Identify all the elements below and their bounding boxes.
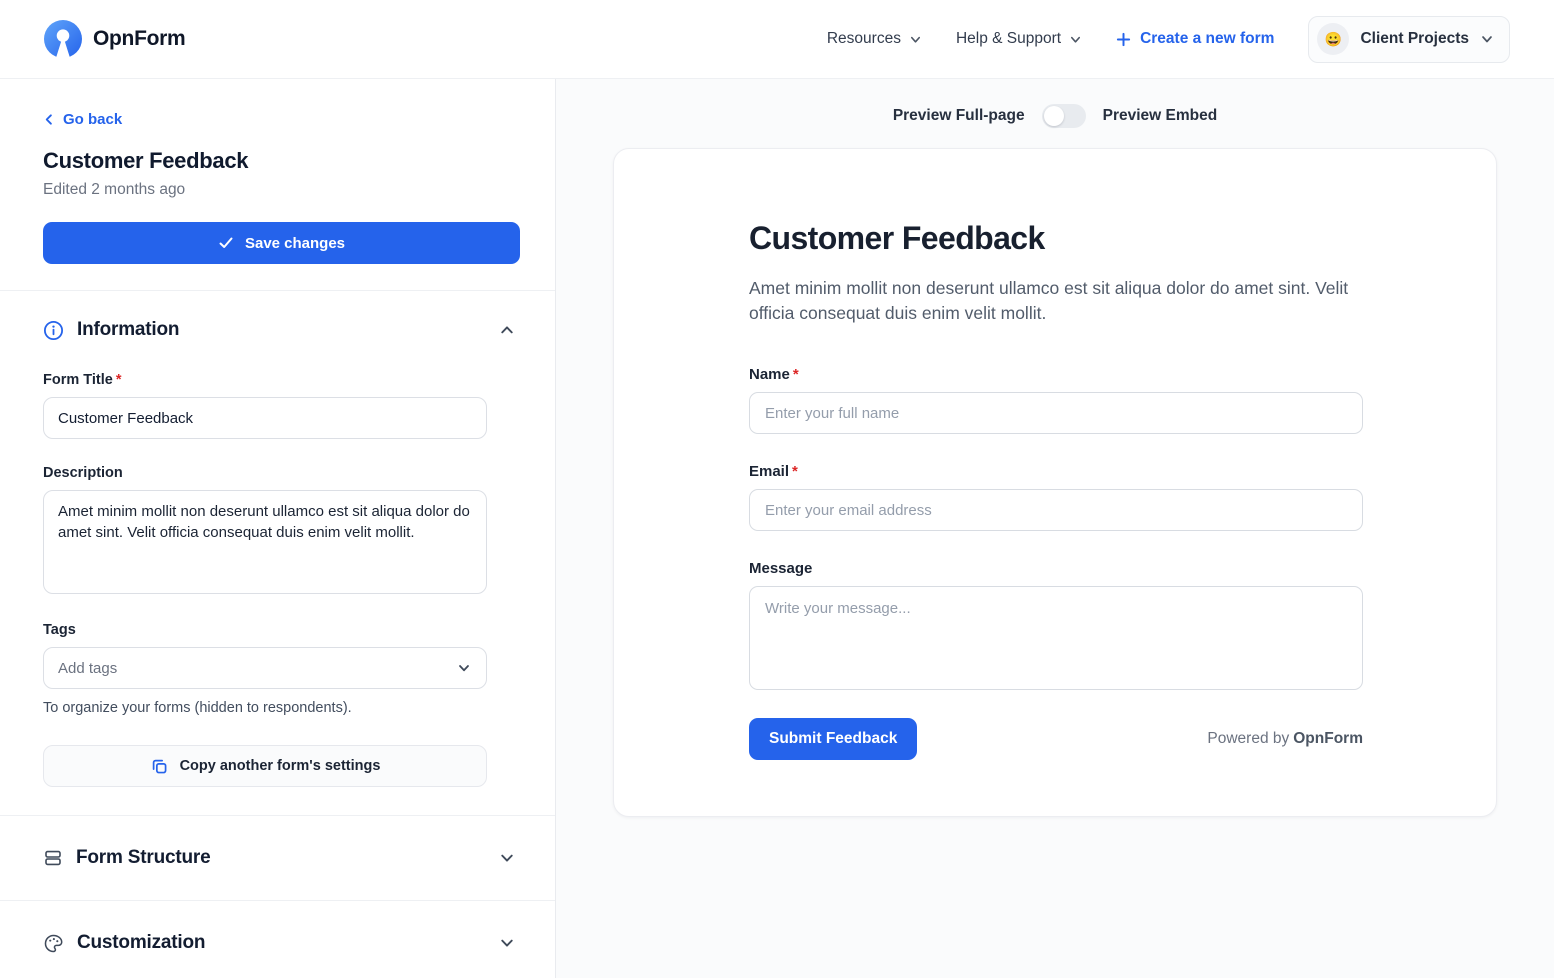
copy-form-settings-button[interactable]: Copy another form's settings	[43, 745, 487, 787]
toggle-knob	[1043, 106, 1064, 126]
submit-feedback-button[interactable]: Submit Feedback	[749, 718, 918, 761]
customization-title: Customization	[77, 932, 206, 953]
email-field-label: Email *	[749, 463, 1362, 480]
chevron-up-icon	[498, 321, 516, 339]
plus-icon	[1116, 32, 1131, 47]
palette-icon	[43, 933, 64, 954]
preview-form-title: Customer Feedback	[749, 220, 1045, 256]
create-new-form-label: Create a new form	[1140, 30, 1275, 47]
tags-label: Tags	[43, 622, 76, 638]
preview-mode-toggle-row: Preview Full-page Preview Embed	[556, 104, 1554, 128]
email-label-text: Email	[749, 463, 790, 481]
chevron-down-icon	[1480, 32, 1494, 46]
information-section-header[interactable]: Information	[43, 319, 516, 341]
chevron-down-icon	[498, 934, 516, 952]
message-label-text: Message	[749, 560, 813, 578]
message-textarea[interactable]	[749, 586, 1363, 691]
name-input[interactable]	[749, 392, 1363, 435]
chevron-down-icon	[1069, 33, 1082, 46]
preview-embed-label: Preview Embed	[1102, 107, 1218, 124]
rows-icon	[43, 848, 63, 868]
brand-logo[interactable]: OpnForm	[44, 20, 186, 58]
workspace-name: Client Projects	[1360, 30, 1469, 47]
description-textarea[interactable]: Amet minim mollit non deserunt ullamco e…	[43, 490, 487, 594]
form-title-label-text: Form Title	[43, 372, 113, 388]
nav-resources-label: Resources	[826, 30, 901, 47]
customization-section-header[interactable]: Customization	[0, 901, 555, 978]
copy-icon	[150, 757, 169, 776]
go-back-link[interactable]: Go back	[43, 111, 122, 128]
chevron-left-icon	[43, 113, 56, 126]
name-label-text: Name	[749, 366, 790, 384]
required-asterisk: *	[792, 366, 799, 384]
chevron-down-icon	[498, 849, 516, 867]
brand-name: OpnForm	[93, 27, 186, 50]
form-title-label: Form Title *	[43, 372, 516, 388]
form-preview-pane: Preview Full-page Preview Embed Customer…	[556, 79, 1554, 978]
email-field-group: Email *	[749, 463, 1363, 532]
sidebar-form-title: Customer Feedback	[43, 148, 249, 173]
workspace-avatar: 😀	[1317, 23, 1350, 55]
powered-by-brand: OpnForm	[1293, 730, 1363, 748]
preview-mode-toggle[interactable]	[1041, 104, 1086, 128]
divider	[0, 290, 555, 291]
workspace-switcher[interactable]: 😀 Client Projects	[1308, 15, 1510, 63]
tags-placeholder: Add tags	[58, 659, 118, 677]
name-field-group: Name *	[749, 366, 1363, 435]
nav-help-label: Help & Support	[955, 30, 1062, 47]
opnform-logo-icon	[44, 20, 82, 58]
card-footer: Submit Feedback Powered by OpnForm	[749, 718, 1363, 761]
description-label: Description	[43, 465, 123, 481]
message-field-group: Message	[749, 560, 1363, 691]
nav-resources[interactable]: Resources	[827, 30, 922, 48]
copy-form-settings-label: Copy another form's settings	[179, 758, 381, 774]
chevron-down-icon	[456, 660, 472, 676]
divider	[0, 900, 555, 901]
powered-by: Powered by OpnForm	[1207, 730, 1363, 748]
header-nav: Resources Help & Support Create a new fo…	[827, 15, 1510, 63]
powered-by-text: Powered by	[1207, 730, 1290, 748]
message-field-label: Message	[749, 560, 1362, 577]
last-edited-text: Edited 2 months ago	[43, 181, 186, 198]
information-section-title: Information	[77, 319, 180, 340]
required-asterisk: *	[115, 372, 122, 388]
preview-fullpage-label: Preview Full-page	[892, 107, 1025, 124]
form-structure-section-header[interactable]: Form Structure	[0, 816, 555, 900]
workspace-emoji: 😀	[1324, 30, 1343, 47]
tags-help-text: To organize your forms (hidden to respon…	[43, 700, 352, 716]
create-new-form-button[interactable]: Create a new form	[1116, 30, 1274, 48]
form-title-input[interactable]	[43, 397, 487, 439]
tags-select[interactable]: Add tags	[43, 647, 487, 689]
form-structure-title: Form Structure	[76, 847, 211, 868]
email-input[interactable]	[749, 489, 1363, 532]
save-changes-label: Save changes	[244, 234, 346, 252]
nav-help-support[interactable]: Help & Support	[956, 30, 1082, 48]
divider	[0, 815, 555, 816]
save-changes-button[interactable]: Save changes	[43, 222, 520, 264]
go-back-label: Go back	[63, 111, 123, 128]
form-settings-sidebar: Go back Customer Feedback Edited 2 month…	[0, 79, 556, 978]
top-navigation-bar: OpnForm Resources Help & Support Create …	[0, 0, 1554, 79]
check-icon	[218, 235, 234, 251]
information-section: Information Form Title* Description Amet…	[0, 291, 555, 815]
required-asterisk: *	[792, 463, 798, 481]
name-field-label: Name *	[749, 366, 1362, 383]
preview-form-description: Amet minim mollit non deserunt ullamco e…	[749, 278, 1349, 324]
info-icon	[43, 320, 64, 341]
chevron-down-icon	[909, 33, 922, 46]
form-preview-card: Customer Feedback Amet minim mollit non …	[613, 148, 1497, 817]
